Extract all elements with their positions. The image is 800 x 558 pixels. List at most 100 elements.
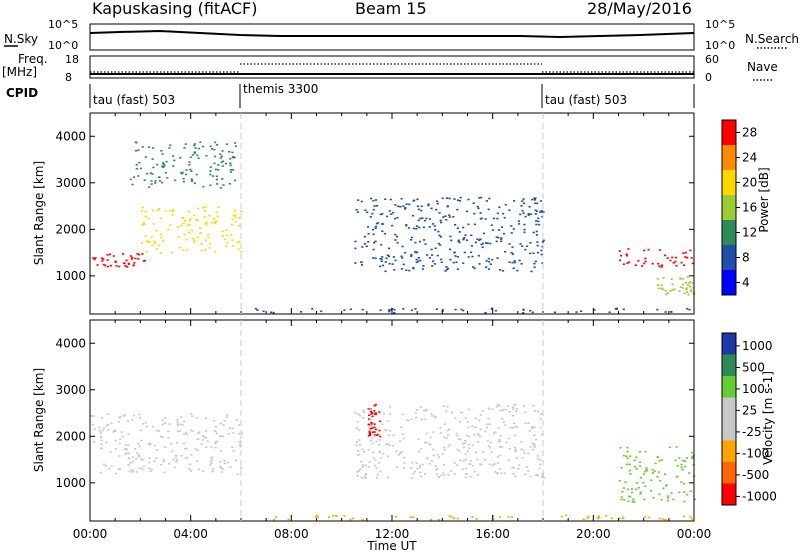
echo-cell [367, 241, 370, 243]
echo-cell [360, 476, 363, 479]
echo-cell [669, 290, 672, 292]
echo-cell [523, 223, 526, 226]
echo-cell [484, 311, 487, 314]
echo-cell [484, 459, 487, 461]
echo-cell [150, 180, 153, 182]
echo-cell [138, 467, 141, 469]
echo-cell [228, 151, 231, 153]
echo-cell [502, 212, 505, 215]
echo-cell [131, 471, 134, 473]
echo-cell [608, 311, 611, 313]
echo-cell [215, 175, 219, 178]
echo-cell [535, 210, 539, 213]
echo-cell [658, 493, 661, 496]
echo-cell [461, 468, 464, 471]
echo-cell [373, 205, 376, 207]
echo-cell [512, 427, 515, 429]
echo-cell [453, 462, 456, 464]
colorbar-tick-label: 8 [742, 251, 750, 265]
date-title: 28/May/2016 [587, 0, 692, 18]
echo-cell [683, 264, 686, 266]
echo-cell [148, 241, 151, 243]
echo-cell [688, 308, 691, 311]
echo-cell [624, 481, 627, 483]
echo-cell [605, 515, 608, 517]
echo-cell [150, 236, 153, 238]
echo-cell [481, 246, 484, 249]
echo-cell [674, 256, 678, 259]
echo-cell [193, 143, 196, 145]
echo-cell [145, 250, 148, 253]
echo-cell [436, 200, 439, 203]
echo-cell [131, 468, 134, 471]
echo-cell [525, 466, 528, 468]
echo-cell [408, 203, 411, 206]
echo-cell [423, 441, 427, 444]
echo-cell [355, 444, 358, 447]
echo-cell [511, 261, 514, 264]
echo-cell [356, 471, 359, 473]
echo-cell [107, 413, 110, 415]
echo-cell [390, 213, 393, 215]
echo-cell [619, 447, 622, 449]
echo-cell [131, 183, 134, 186]
echo-cell [377, 462, 381, 464]
echo-cell [354, 262, 357, 264]
echo-cell [227, 461, 230, 464]
echo-cell [125, 448, 128, 451]
echo-cell [535, 234, 539, 236]
echo-cell [469, 463, 472, 465]
echo-cell [366, 211, 369, 214]
echo-cell [380, 243, 383, 246]
colorbar-tick-label: 28 [742, 126, 757, 140]
echo-cell [104, 264, 107, 267]
echo-cell [534, 213, 537, 215]
echo-cell [643, 249, 646, 252]
echo-cell [381, 423, 384, 425]
echo-cell [507, 437, 510, 440]
echo-cell [479, 428, 482, 431]
echo-cell [474, 417, 477, 420]
echo-cell [102, 463, 106, 466]
echo-cell [392, 434, 395, 436]
echo-cell [458, 200, 461, 202]
echo-cell [529, 309, 532, 312]
echo-cell [159, 463, 163, 466]
echo-cell [185, 238, 188, 241]
echo-cell [147, 443, 151, 446]
echo-cell [362, 464, 365, 466]
echo-cell [532, 443, 535, 445]
echo-cell [135, 150, 138, 152]
echo-cell [194, 147, 197, 149]
echo-cell [131, 460, 135, 463]
echo-cell [664, 289, 667, 292]
echo-cell [127, 444, 130, 446]
echo-cell [691, 455, 694, 458]
echo-cell [356, 426, 359, 429]
echo-cell [435, 208, 438, 211]
echo-cell [434, 247, 437, 250]
echo-cell [431, 254, 434, 256]
echo-cell [401, 245, 404, 248]
echo-cell [524, 473, 527, 475]
echo-cell [527, 452, 530, 455]
echo-cell [502, 232, 505, 235]
echo-cell [358, 414, 361, 417]
echo-cell [658, 480, 662, 482]
echo-cell [417, 257, 420, 259]
echo-cell [219, 157, 222, 159]
echo-cell [221, 150, 224, 152]
echo-cell [661, 288, 664, 290]
echo-cell [179, 423, 182, 425]
echo-cell [626, 450, 629, 453]
echo-cell [213, 148, 216, 151]
echo-cell [408, 269, 411, 272]
echo-cell [416, 198, 419, 201]
freq-label: Freq. [18, 52, 48, 66]
echo-cell [528, 205, 531, 208]
echo-cell [143, 179, 146, 181]
echo-cell [171, 214, 174, 216]
echo-cell [100, 443, 103, 446]
echo-cell [497, 236, 500, 239]
